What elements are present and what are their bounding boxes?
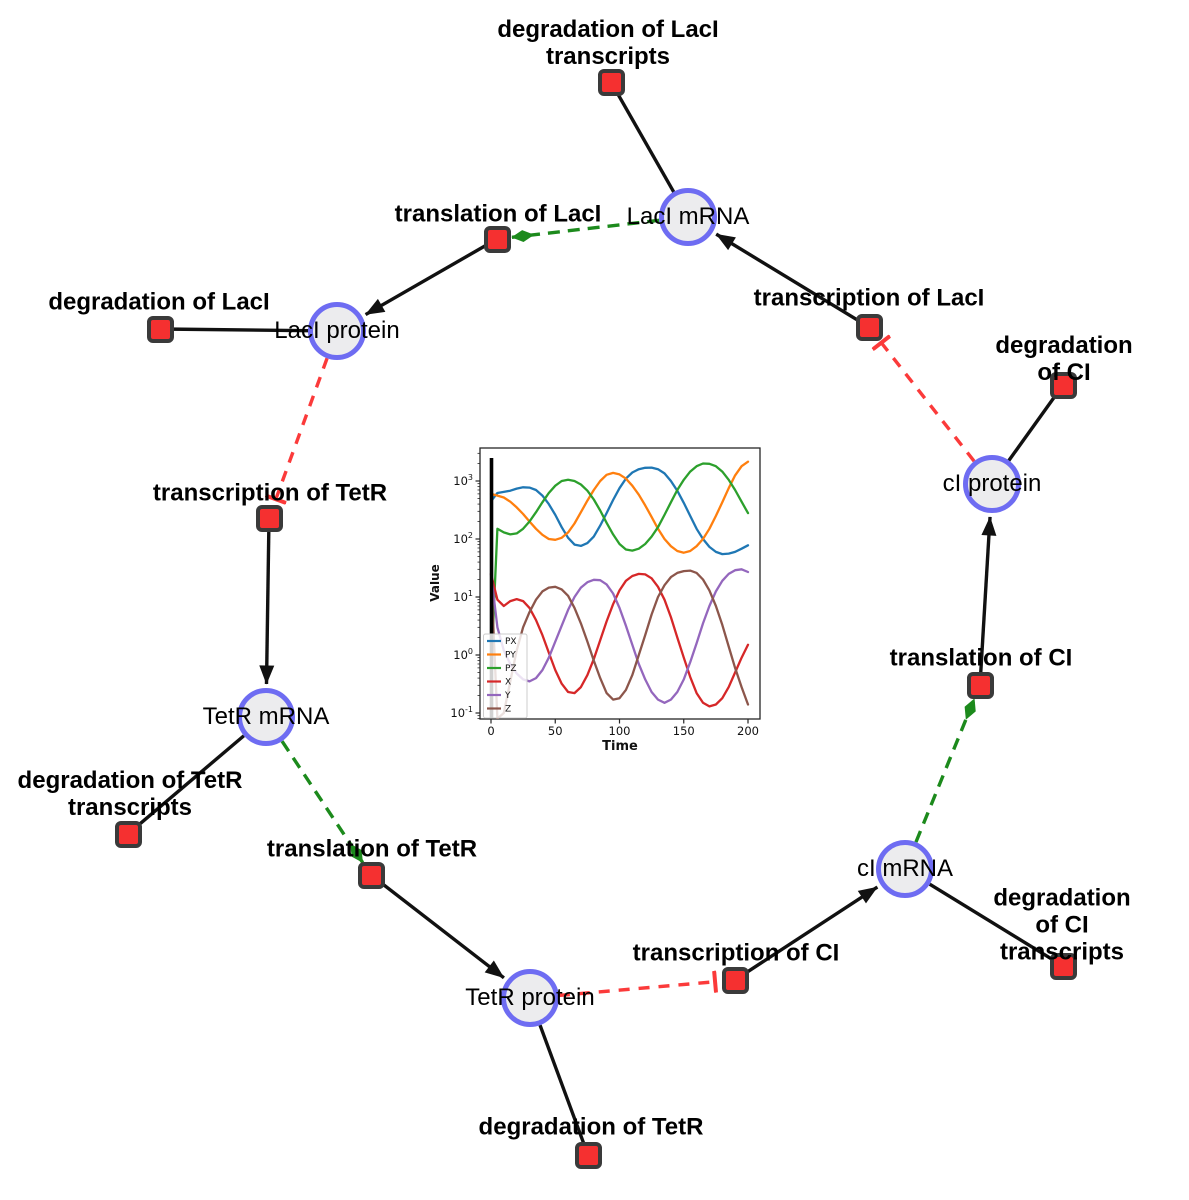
svg-text:200: 200 — [737, 724, 759, 738]
series-Z — [489, 569, 750, 719]
reaction-label-deg-tetr-transcripts: degradation of TetR transcripts — [17, 767, 243, 821]
axes: 0 50 100 150 200 10-1 100 101 102 103 — [450, 452, 759, 738]
reaction-node-deg-ci-transcripts[interactable] — [1049, 952, 1077, 980]
edge-laci-protein-to-transcription-tetr — [276, 357, 329, 499]
edge-laci-mrna-to-translation-laci — [511, 218, 660, 242]
legend: PX PY PZ XYZ — [483, 633, 528, 719]
species-label-laci-mrna: LacI mRNA — [626, 203, 750, 230]
legend-label-PY: PY — [505, 651, 516, 661]
series-PY — [489, 460, 750, 554]
species-label-tetr-protein: TetR protein — [465, 984, 595, 1011]
reaction-node-deg-tetr[interactable] — [574, 1141, 602, 1169]
species-node-ci-protein[interactable] — [963, 455, 1021, 513]
reaction-label-transcription-laci: transcription of LacI — [753, 284, 985, 312]
edge-translation-tetr-to-tetr-protein — [379, 880, 505, 980]
x-axis-label: Time — [602, 739, 638, 754]
edge-transcription-ci-to-ci-mrna — [744, 885, 879, 975]
legend-label-Z: Z — [505, 705, 511, 715]
legend-label-Y: Y — [504, 691, 511, 701]
reaction-label-transcription-ci: transcription of CI — [632, 939, 840, 967]
svg-text:150: 150 — [673, 724, 695, 738]
reaction-label-deg-ci: degradation of CI — [995, 332, 1133, 386]
series-X — [489, 572, 750, 708]
edge-ci-mrna-to-deg-ci-transcripts — [928, 882, 1053, 961]
inset-plot: 0 50 100 150 20010-1100101102103TimeValuePXP… — [430, 438, 775, 783]
svg-text:0: 0 — [487, 724, 494, 738]
edge-translation-ci-to-ci-protein — [979, 516, 997, 674]
reaction-label-translation-laci: translation of LacI — [394, 200, 602, 228]
species-label-ci-protein: cI protein — [942, 470, 1042, 497]
legend-label-PZ: PZ — [505, 664, 517, 674]
reaction-node-translation-ci[interactable] — [966, 671, 994, 699]
species-node-laci-protein[interactable] — [308, 302, 366, 360]
svg-text:100: 100 — [609, 724, 631, 738]
reaction-node-translation-laci[interactable] — [483, 225, 511, 253]
reaction-label-deg-laci-transcripts: degradation of LacI transcripts — [497, 16, 719, 70]
edge-transcription-laci-to-laci-mrna — [715, 232, 860, 323]
plot-series-group — [489, 458, 750, 719]
species-label-ci-mrna: cI mRNA — [857, 855, 953, 882]
reaction-node-transcription-ci[interactable] — [721, 966, 749, 994]
edge-tetr-protein-to-deg-tetr — [538, 1024, 586, 1144]
svg-text:103: 103 — [453, 473, 473, 488]
reaction-label-translation-tetr: translation of TetR — [266, 835, 478, 863]
reaction-label-transcription-tetr: transcription of TetR — [152, 479, 388, 507]
edge-tetr-protein-to-transcription-ci — [558, 982, 715, 998]
svg-text:101: 101 — [453, 589, 473, 604]
reaction-label-deg-ci-transcripts: degradation of CI transcripts — [993, 884, 1131, 966]
svg-text:100: 100 — [453, 647, 473, 662]
edge-deg-ci-to-ci-protein — [1006, 393, 1058, 463]
species-node-tetr-mrna[interactable] — [237, 688, 295, 746]
edge-deg-laci-to-laci-protein — [171, 327, 310, 333]
legend-label-PX: PX — [505, 637, 517, 647]
y-axis-label: Value — [430, 564, 442, 602]
reaction-label-deg-laci: degradation of LacI — [48, 288, 270, 316]
series-PX — [489, 466, 750, 556]
reaction-node-deg-laci-transcripts[interactable] — [597, 68, 625, 96]
reaction-label-translation-ci: translation of CI — [889, 644, 1073, 672]
species-label-laci-protein: LacI protein — [274, 317, 400, 344]
edge-ci-protein-to-transcription-laci — [881, 343, 976, 463]
edge-transcription-tetr-to-tetr-mrna — [259, 529, 275, 685]
species-label-tetr-mrna: TetR mRNA — [202, 703, 330, 730]
reaction-node-transcription-tetr[interactable] — [255, 504, 283, 532]
reaction-label-deg-tetr: degradation of TetR — [478, 1113, 704, 1141]
edge-translation-laci-to-laci-protein — [364, 243, 488, 317]
series-Y — [489, 568, 750, 704]
edge-tetr-mrna-to-translation-tetr — [280, 740, 365, 864]
reaction-node-transcription-laci[interactable] — [855, 313, 883, 341]
svg-text:10-1: 10-1 — [450, 705, 473, 720]
edge-ci-mrna-to-translation-ci — [914, 698, 976, 843]
svg-text:50: 50 — [548, 724, 563, 738]
reaction-node-deg-tetr-transcripts[interactable] — [114, 820, 142, 848]
reaction-node-translation-tetr[interactable] — [357, 861, 385, 889]
svg-text:102: 102 — [453, 531, 473, 546]
edge-tetr-mrna-to-deg-tetr-transcripts — [136, 734, 245, 827]
edge-deg-laci-transcripts-to-laci-mrna — [615, 91, 676, 194]
species-node-tetr-protein[interactable] — [501, 969, 559, 1027]
series-PZ — [489, 462, 750, 674]
reaction-node-deg-ci[interactable] — [1049, 371, 1077, 399]
legend-label-X: X — [505, 678, 511, 688]
species-node-ci-mrna[interactable] — [876, 840, 934, 898]
species-node-laci-mrna[interactable] — [659, 188, 717, 246]
reaction-node-deg-laci[interactable] — [146, 315, 174, 343]
